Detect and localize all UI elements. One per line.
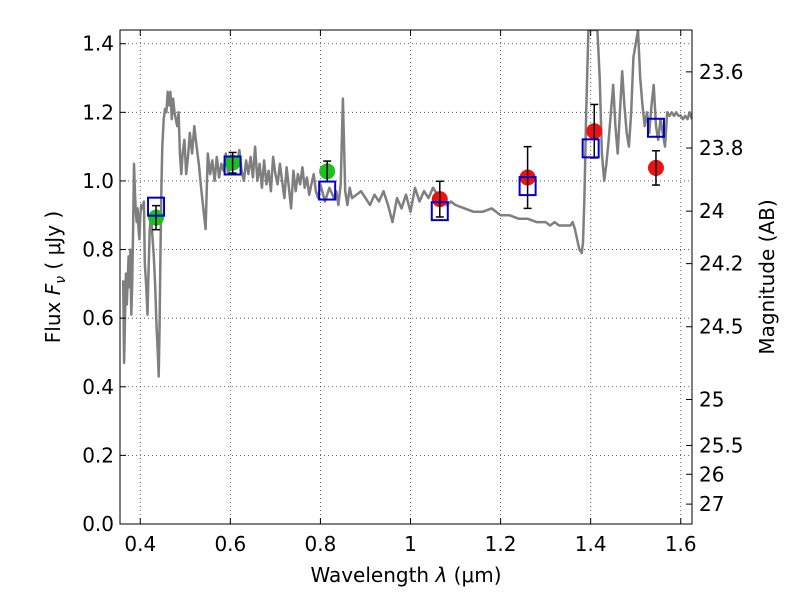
right-axis-title: Magnitude (AB) [755, 199, 779, 354]
right-tick-label: 26 [699, 462, 724, 486]
model-square [147, 196, 166, 217]
plot-frame [119, 29, 693, 525]
model-square [646, 117, 665, 138]
y-tick-label: 1.0 [82, 169, 114, 193]
model-square [430, 201, 449, 222]
y-tick-label: 1.4 [82, 32, 114, 56]
y-tick-label: 0.6 [82, 306, 114, 330]
y-tick-label: 0.0 [82, 512, 114, 536]
x-tick-label: 1 [404, 532, 417, 556]
right-tick-label: 24 [699, 199, 724, 223]
x-tick-label: 1.2 [485, 532, 517, 556]
model-spectrum-layer [121, 30, 692, 378]
x-tick-label: 1.6 [665, 532, 697, 556]
model-square [223, 155, 242, 176]
model-spectrum-line [121, 30, 692, 378]
y-axis-title: Flux Fν ( μJy ) [41, 211, 69, 343]
right-tick-label: 27 [699, 492, 724, 516]
right-tick-label: 25.5 [699, 433, 744, 457]
x-tick-label: 1.4 [575, 532, 607, 556]
right-tick-label: 23.6 [699, 60, 744, 84]
x-tick-label: 0.6 [214, 532, 246, 556]
model-square [518, 176, 537, 197]
right-tick-label: 24.5 [699, 315, 744, 339]
right-tick-label: 25 [699, 387, 724, 411]
x-tick-label: 0.8 [305, 532, 337, 556]
tick-marks [120, 30, 692, 525]
right-tick-label: 23.8 [699, 136, 744, 160]
model-square [581, 138, 600, 159]
right-tick-label: 24.2 [699, 252, 744, 276]
model-square [318, 180, 337, 201]
grid-lines [120, 30, 692, 525]
y-tick-label: 0.8 [82, 238, 114, 262]
x-axis-title: Wavelength λ (μm) [310, 563, 501, 587]
markers-layer [147, 103, 665, 231]
y-tick-label: 1.2 [82, 100, 114, 124]
y-tick-label: 0.4 [82, 375, 114, 399]
y-tick-label: 0.2 [82, 443, 114, 467]
x-tick-label: 0.4 [124, 532, 156, 556]
